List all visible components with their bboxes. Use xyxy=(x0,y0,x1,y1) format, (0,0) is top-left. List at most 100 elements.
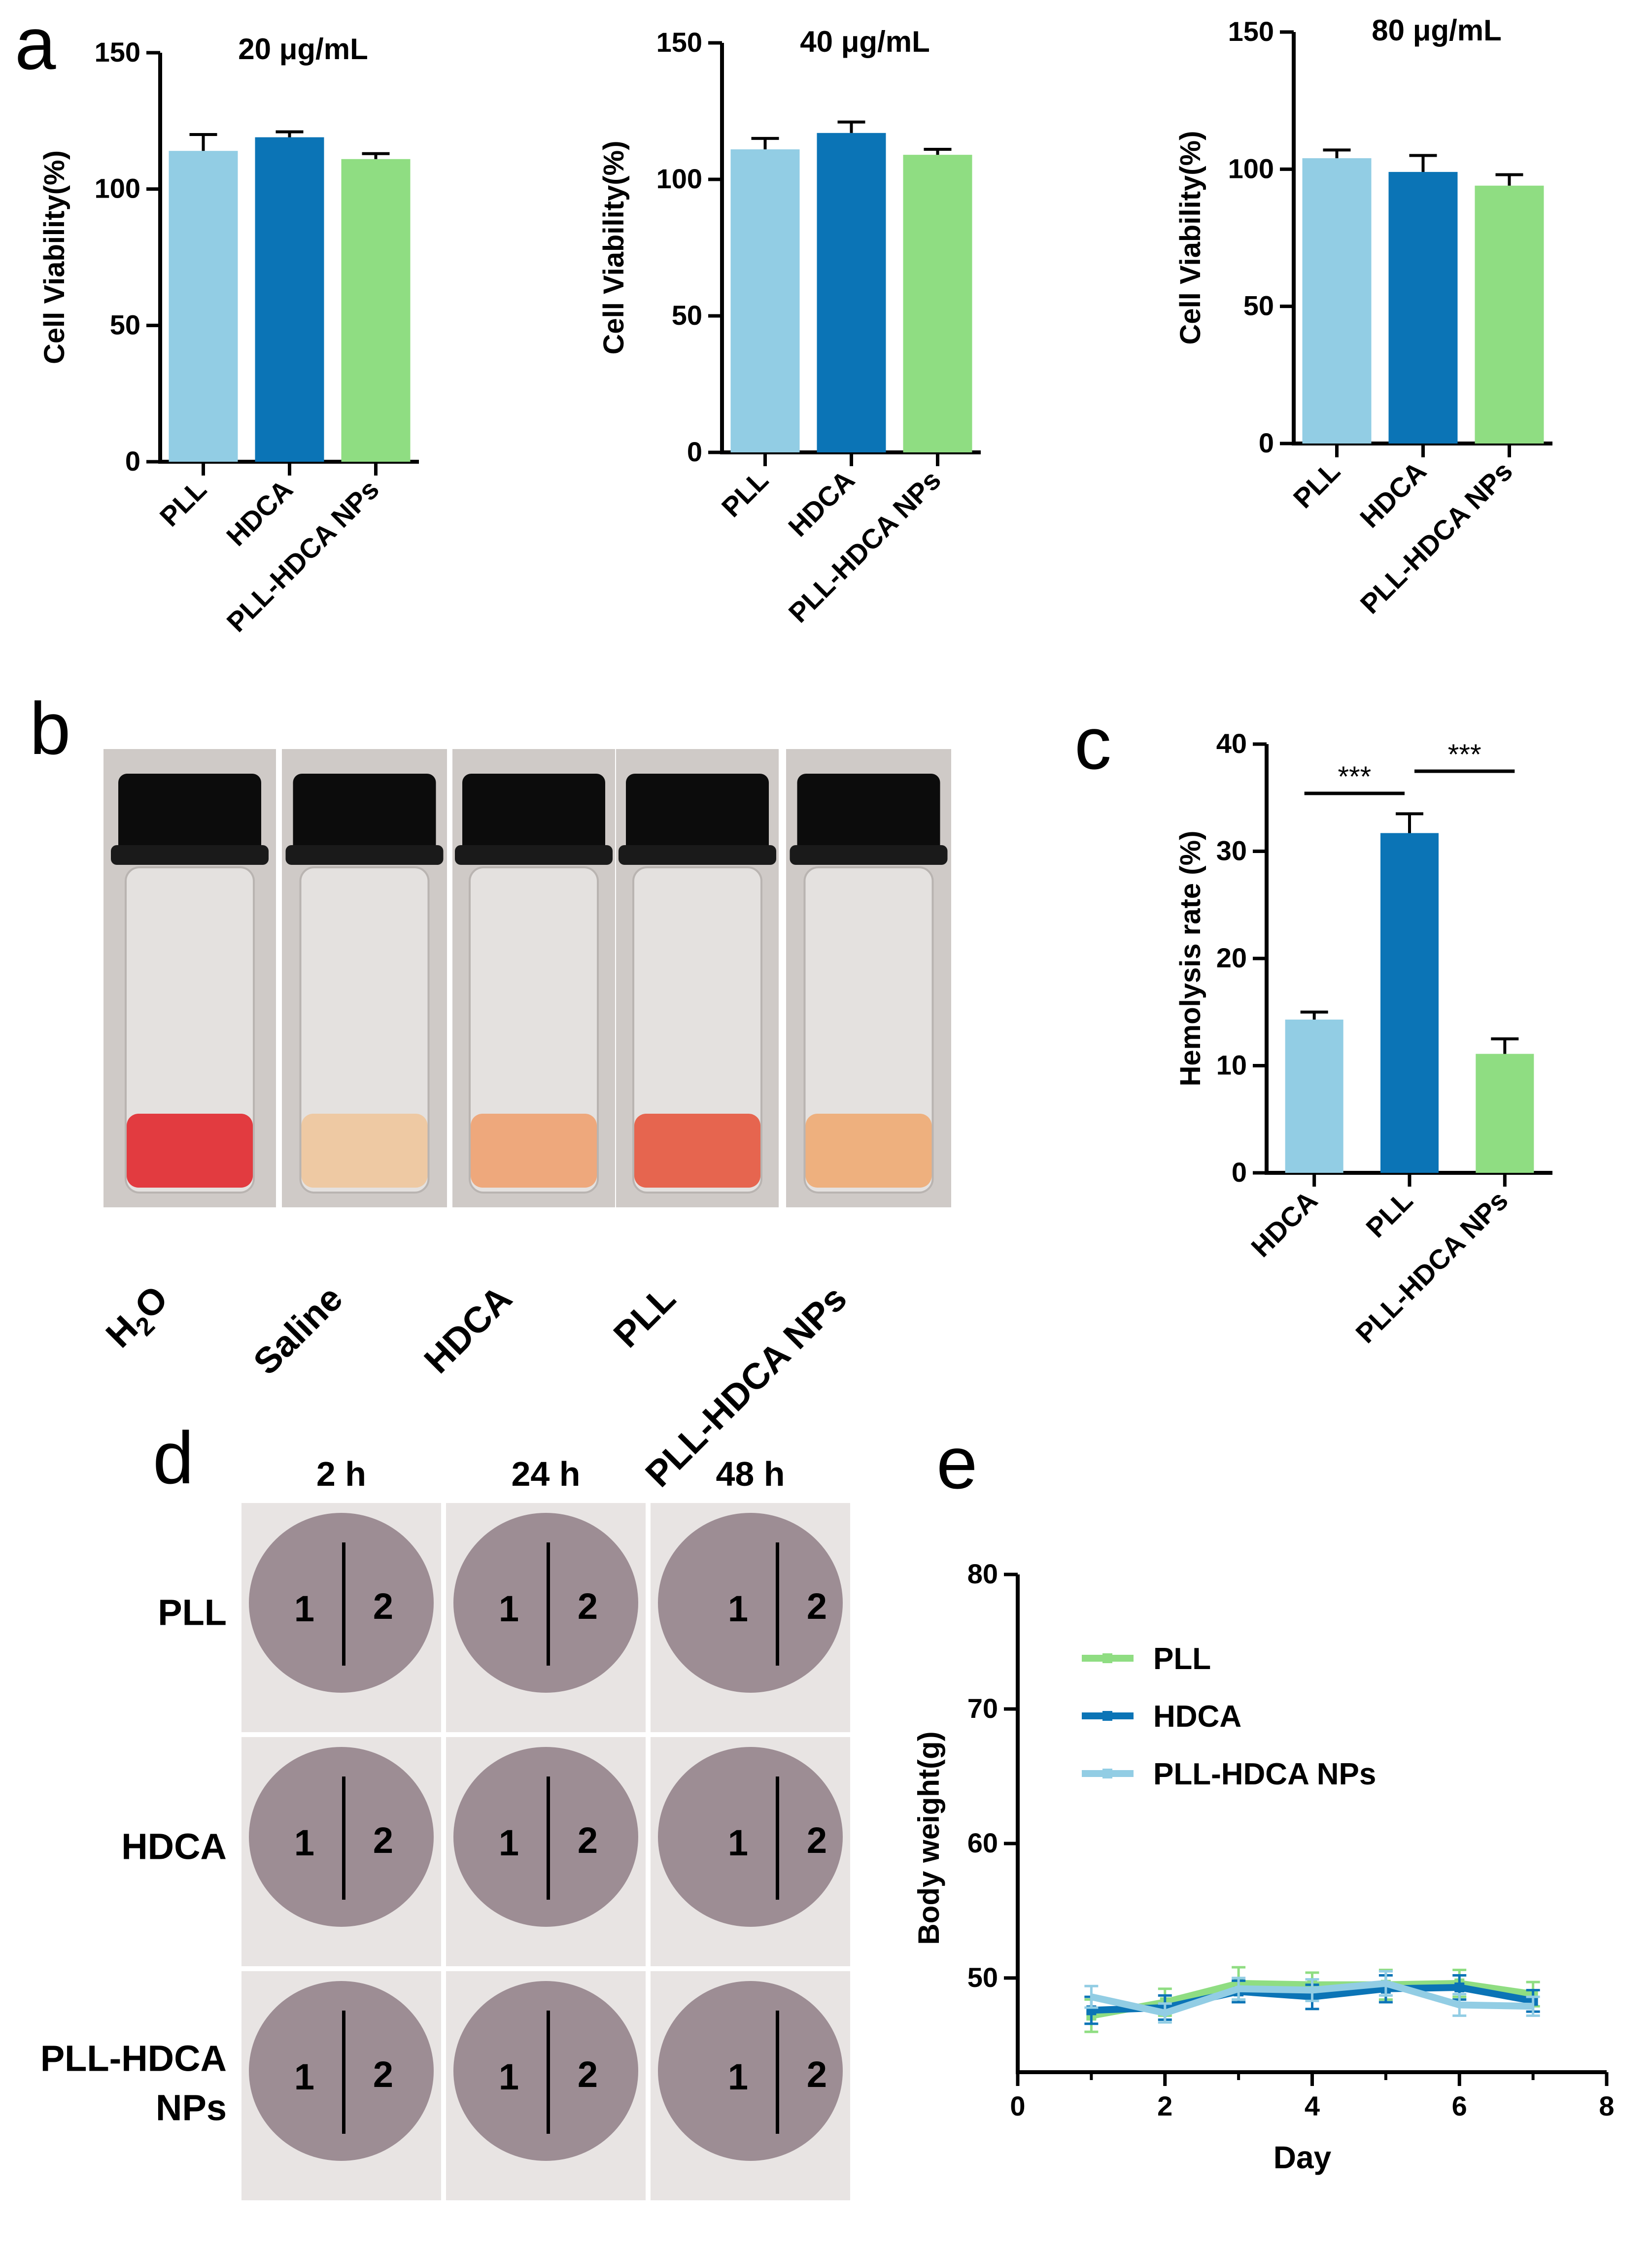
y-tick-label: 150 xyxy=(656,27,702,58)
bar-pll-hdca-nps xyxy=(1475,185,1544,444)
y-tick-label: 10 xyxy=(1216,1050,1247,1081)
vial-saline: Saline xyxy=(245,749,447,1382)
x-category-label: PLL xyxy=(154,474,212,532)
treatment-row-label: PLL xyxy=(158,1592,227,1633)
vial-label: Saline xyxy=(245,1278,350,1383)
y-tick-label: 0 xyxy=(125,445,140,477)
vial-liquid xyxy=(805,1114,932,1188)
vial-cap-rim xyxy=(285,845,444,865)
y-tick-label: 40 xyxy=(1216,728,1247,759)
y-tick-label: 0 xyxy=(687,436,702,467)
legend-marker xyxy=(1102,1769,1112,1778)
y-axis-title: Cell Viability(%) xyxy=(598,140,630,354)
vial-h2o: H2O xyxy=(98,749,276,1355)
vial-cap xyxy=(626,774,769,857)
shaved-skin-area xyxy=(453,1747,638,1927)
bar-hdca xyxy=(817,133,886,452)
y-tick-label: 150 xyxy=(1228,16,1274,47)
x-tick-label: 0 xyxy=(1010,2090,1025,2121)
x-tick-label: 2 xyxy=(1157,2090,1172,2121)
vial-cap-rim xyxy=(455,845,613,865)
x-category-label: PLL-HDCA NPs xyxy=(783,464,947,628)
site-label-2: 2 xyxy=(807,2054,827,2095)
vial-label: HDCA xyxy=(416,1278,519,1381)
legend-label: PLL-HDCA NPs xyxy=(1153,1757,1376,1791)
y-axis-title: Cell Viability(%) xyxy=(1174,131,1206,344)
y-tick-label: 80 xyxy=(967,1558,998,1589)
x-tick-label: 6 xyxy=(1452,2090,1467,2121)
y-tick-label: 100 xyxy=(95,173,140,204)
site-label-2: 2 xyxy=(578,1586,598,1627)
x-category-label: HDCA xyxy=(782,464,860,543)
x-category-label: PLL xyxy=(1287,455,1346,514)
shaved-skin-area xyxy=(249,1747,434,1927)
site-label-1: 1 xyxy=(728,1822,748,1863)
legend-marker xyxy=(1102,1653,1112,1663)
shaved-skin-area xyxy=(658,1981,843,2161)
site-label-1: 1 xyxy=(294,2056,314,2097)
chart-title: 20 μg/mL xyxy=(238,33,368,66)
time-column-label: 24 h xyxy=(511,1455,580,1493)
vial-cap-rim xyxy=(111,845,269,865)
significance-label: *** xyxy=(1338,761,1371,793)
treatment-row-label: HDCA xyxy=(121,1826,227,1867)
x-category-label: HDCA xyxy=(1245,1185,1323,1263)
vial-glass xyxy=(469,866,599,1194)
y-tick-label: 70 xyxy=(967,1693,998,1724)
y-tick-label: 30 xyxy=(1216,835,1247,866)
vial-glass xyxy=(125,866,255,1194)
panel-label-b: b xyxy=(30,687,70,770)
vial-cap-rim xyxy=(790,845,948,865)
vial-glass xyxy=(299,866,430,1194)
vial-liquid xyxy=(471,1114,597,1188)
chart-title: 40 μg/mL xyxy=(800,25,929,58)
legend-label: PLL xyxy=(1153,1642,1211,1676)
shaved-skin-area xyxy=(658,1513,843,1693)
y-tick-label: 50 xyxy=(967,1962,998,1993)
site-label-1: 1 xyxy=(294,1588,314,1629)
y-tick-label: 150 xyxy=(95,36,140,68)
bar-pll xyxy=(1302,158,1372,444)
vial-liquid xyxy=(127,1114,253,1188)
panel-e-body-weight-line-chart: 50 60 70 80 0 2 4 6 8 Day Body weight(g) PLL HDCA PLL… xyxy=(912,1558,1615,2175)
y-axis-title: Cell Viability(%) xyxy=(38,150,70,364)
treatment-row-label: NPs xyxy=(156,2087,227,2128)
panel-label-a: a xyxy=(15,2,56,85)
vial-cap xyxy=(118,774,261,857)
y-axis-title: Body weight(g) xyxy=(912,1731,945,1945)
time-column-label: 48 h xyxy=(716,1455,785,1493)
vial-cap xyxy=(293,774,436,857)
vial-liquid xyxy=(634,1114,760,1188)
site-label-1: 1 xyxy=(294,1822,314,1863)
vial-cap-rim xyxy=(619,845,776,865)
y-tick-label: 100 xyxy=(1228,153,1274,184)
chart-title: 80 μg/mL xyxy=(1372,14,1501,47)
shaved-skin-area xyxy=(658,1747,843,1927)
shaved-skin-area xyxy=(453,1513,638,1693)
legend-label: HDCA xyxy=(1153,1700,1241,1734)
x-tick-label: 8 xyxy=(1599,2090,1614,2121)
panel-label-d: d xyxy=(153,1416,194,1499)
bar-pll-hdca-nps xyxy=(341,159,411,462)
shaved-skin-area xyxy=(453,1981,638,2161)
site-label-2: 2 xyxy=(373,1820,393,1861)
y-tick-label: 0 xyxy=(1259,427,1274,458)
x-category-label: PLL xyxy=(716,464,774,523)
x-category-label: HDCA xyxy=(220,474,299,552)
x-category-label: PLL-HDCA NPs xyxy=(1354,455,1518,619)
y-tick-label: 50 xyxy=(1243,290,1274,321)
y-tick-label: 0 xyxy=(1232,1157,1247,1188)
bar-pll xyxy=(1380,833,1439,1173)
bar-hdca xyxy=(1388,171,1458,444)
x-category-label: HDCA xyxy=(1354,455,1432,534)
panel-label-e: e xyxy=(936,1421,977,1504)
bar-pll xyxy=(169,151,238,462)
time-column-label: 2 h xyxy=(316,1455,366,1493)
site-label-2: 2 xyxy=(807,1586,827,1627)
bar-pll-hdca-nps xyxy=(1476,1054,1534,1173)
